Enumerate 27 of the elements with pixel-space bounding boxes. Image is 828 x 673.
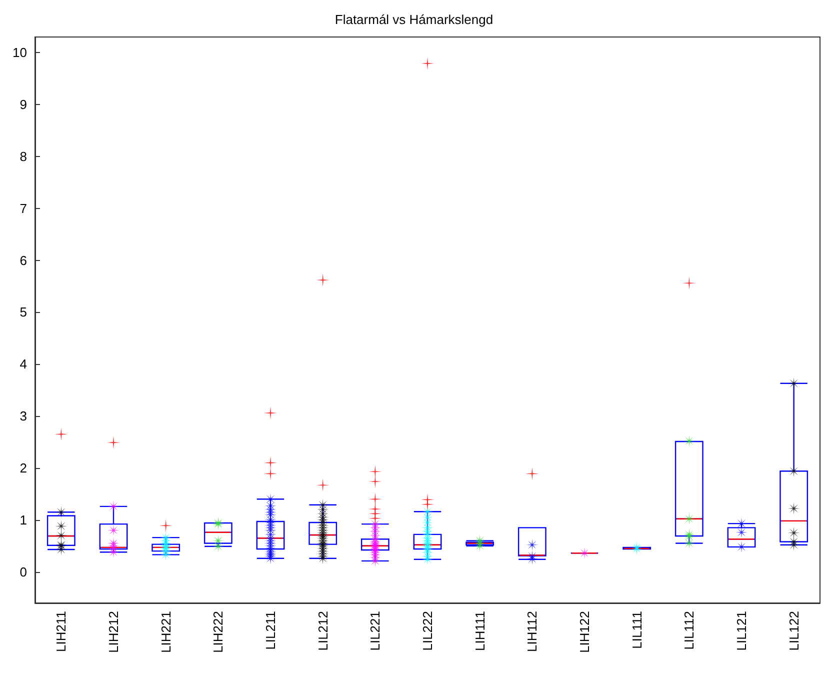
y-tick-label: 5 <box>20 304 27 320</box>
x-tick-label: LIL211 <box>263 611 278 650</box>
y-tick-label: 4 <box>20 356 27 372</box>
x-tick-label: LIL122 <box>786 611 802 651</box>
y-tick-label: 9 <box>20 97 27 112</box>
x-tick-label: LIH222 <box>210 611 226 653</box>
x-tick-label: LIH221 <box>158 611 174 653</box>
y-tick-label: 3 <box>20 408 27 424</box>
x-tick-label: LIL221 <box>368 611 383 651</box>
x-tick-label: LIH211 <box>54 611 69 652</box>
x-tick-label: LIH122 <box>577 611 592 653</box>
y-tick-label: 7 <box>20 200 27 216</box>
y-tick-label: 1 <box>20 512 27 528</box>
x-tick-label: LIH112 <box>524 611 540 652</box>
x-tick-label: LIL222 <box>420 611 435 651</box>
x-tick-label: LIH111 <box>472 611 488 651</box>
y-tick-label: 6 <box>20 252 27 268</box>
x-tick-label: LIL212 <box>315 611 330 651</box>
y-tick-label: 0 <box>20 564 27 580</box>
x-tick-label: LIL112 <box>682 611 697 650</box>
x-tick-label: LIH212 <box>106 611 121 653</box>
y-tick-label: 2 <box>20 460 27 476</box>
chart-title: Flatarmál vs Hámarkslengd <box>334 12 494 27</box>
x-tick-label: LIL111 <box>629 611 644 649</box>
x-tick-label: LIL121 <box>734 611 749 651</box>
y-tick-label: 10 <box>12 45 27 60</box>
y-tick-label: 8 <box>20 148 27 164</box>
